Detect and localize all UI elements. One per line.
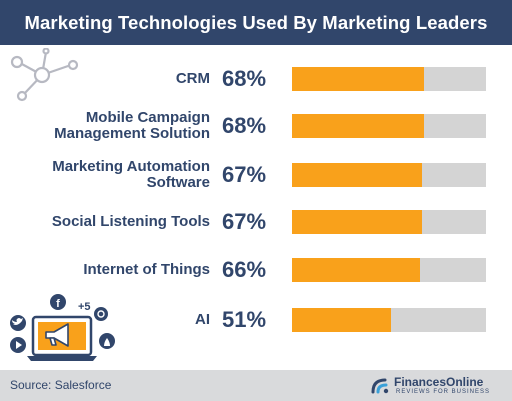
value-label: 68% [222,66,267,91]
category-label: CRM [176,71,210,87]
category-label: Marketing Automation Software [52,159,210,191]
category-label: Social Listening Tools [52,214,210,230]
bar-track [292,210,486,234]
chart-title: Marketing Technologies Used By Marketing… [24,11,488,33]
category-label-line: Social Listening Tools [51,213,210,230]
value-label: 67% [222,162,267,187]
facebook-icon: f [50,294,66,310]
social-count: +5 [78,301,91,313]
category-label-line: AI [195,311,210,328]
header-banner: Marketing Technologies Used By Marketing… [0,0,512,45]
category-label-line: CRM [175,70,210,87]
bar-fill [292,308,391,332]
brand-name: FinancesOnline [394,375,484,389]
bar-track [292,114,486,138]
brand-logo: FinancesOnline REVIEWS FOR BUSINESS [370,374,500,398]
category-label-line: Management Solution [54,125,210,142]
bar-fill [292,67,424,91]
bar-fill [292,258,420,282]
bar-track [292,308,486,332]
value-label: 66% [222,257,267,282]
bar-fill [292,163,422,187]
category-label-line: Marketing Automation [52,158,210,175]
source-text: Source: Salesforce [10,378,112,392]
twitter-icon [10,315,26,331]
snapchat-icon [99,333,115,349]
category-label-line: Software [146,174,210,191]
value-label: 68% [222,113,267,138]
network-icon [10,48,79,102]
instagram-icon [94,307,108,321]
financesonline-logo-icon [371,378,389,394]
category-label: Mobile Campaign Management Solution [54,110,210,142]
value-label: 67% [222,209,267,234]
svg-text:f: f [56,298,60,310]
bar-fill [292,210,422,234]
youtube-icon [10,337,26,353]
category-label-line: Internet of Things [83,261,210,278]
bar-track [292,163,486,187]
laptop-social-media-icon: f +5 [10,294,115,361]
value-label: 51% [222,307,267,332]
brand-tagline: REVIEWS FOR BUSINESS [396,389,491,395]
category-label: Internet of Things [83,262,210,278]
bar-track [292,67,486,91]
bar-fill [292,114,424,138]
category-label-line: Mobile Campaign [85,109,210,126]
bar-track [292,258,486,282]
category-label: AI [195,312,210,328]
footer-bar: Source: Salesforce FinancesOnline REVIEW… [0,370,512,401]
